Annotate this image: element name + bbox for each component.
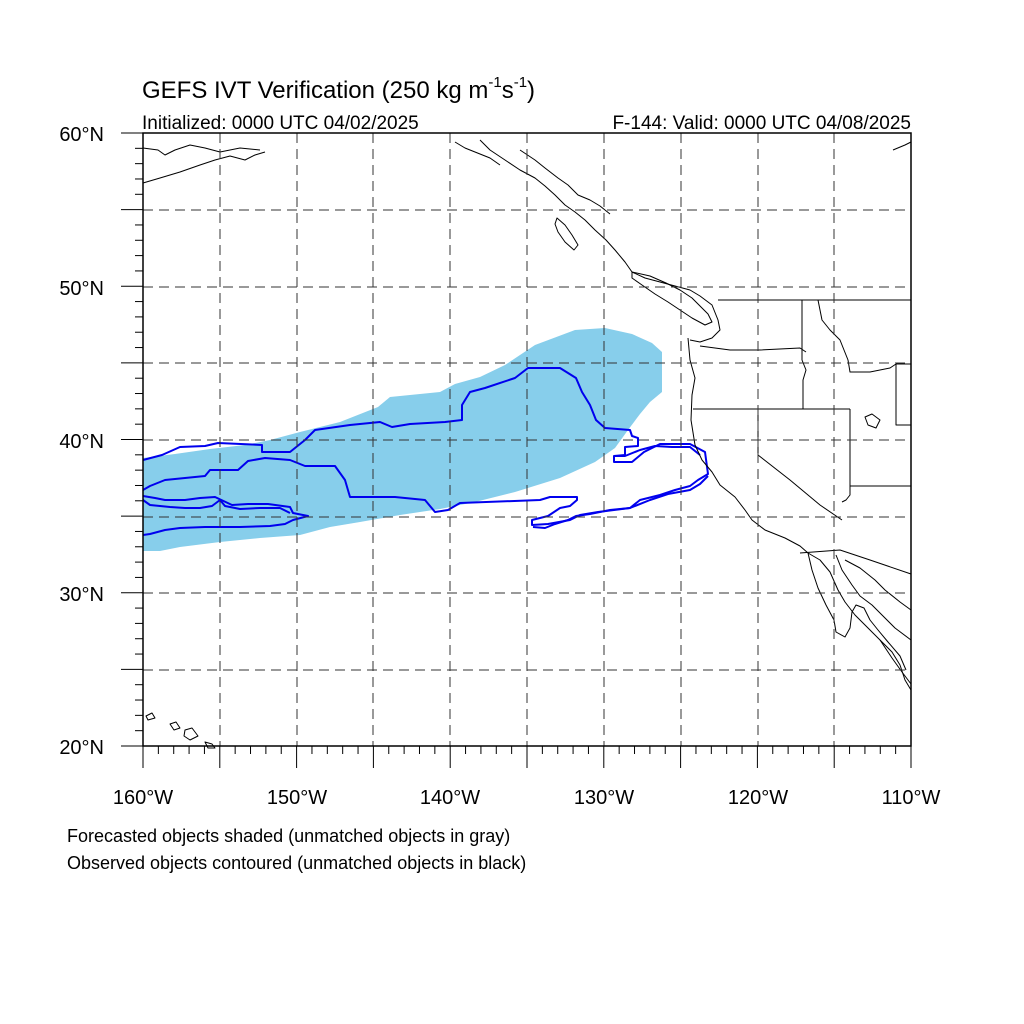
lat-label-50n: 50°N <box>59 278 104 300</box>
figure-title: GEFS IVT Verification (250 kg m-1s-1) <box>142 74 535 104</box>
lat-label-30n: 30°N <box>59 584 104 606</box>
great-salt-lake <box>864 413 881 429</box>
lon-label-120w: 120°W <box>728 787 788 809</box>
lat-label-60n: 60°N <box>59 124 104 146</box>
montana-idaho-border <box>817 299 897 373</box>
alaska-panhandle <box>454 141 501 166</box>
alaska-coast <box>142 151 266 184</box>
us-mexico-border <box>799 549 912 575</box>
lat-label-40n: 40°N <box>59 431 104 453</box>
vancouver-island <box>631 271 713 326</box>
footnote-observed: Observed objects contoured (unmatched ob… <box>67 853 526 873</box>
haida-gwaii <box>554 217 579 251</box>
west-coast-coastline <box>687 337 912 691</box>
baja-peninsula <box>807 552 907 671</box>
initialized-label: Initialized: 0000 UTC 04/02/2025 <box>142 113 419 134</box>
sonora-coast <box>844 559 912 611</box>
lon-label-130w: 130°W <box>574 787 634 809</box>
valid-time-label: F-144: Valid: 0000 UTC 04/08/2025 <box>612 113 911 134</box>
coastlines <box>142 139 912 749</box>
longitude-labels: 160°W 150°W 140°W 130°W 120°W 110°W <box>113 787 941 809</box>
lon-label-150w: 150°W <box>267 787 327 809</box>
lon-label-160w: 160°W <box>113 787 173 809</box>
observed-object-coastal-inner <box>614 445 701 457</box>
axis-ticks <box>121 132 912 768</box>
mexico-coast-south <box>879 639 912 685</box>
nevada-east-border <box>841 409 851 503</box>
observed-object-coastal <box>532 475 709 529</box>
latitude-labels: 60°N 50°N 40°N 30°N 20°N <box>59 124 104 759</box>
observed-object-southwest-inner <box>142 499 291 514</box>
lon-label-140w: 140°W <box>420 787 480 809</box>
nw-corner-coast <box>892 141 912 151</box>
lat-label-20n: 20°N <box>59 737 104 759</box>
northwest-coast <box>479 139 721 343</box>
footnote-forecast: Forecasted objects shaded (unmatched obj… <box>67 826 510 846</box>
alaska-coast-2 <box>142 144 261 156</box>
california-nevada-border <box>757 409 843 521</box>
northwest-coast-2 <box>519 149 611 215</box>
wyoming-border <box>895 363 911 426</box>
oregon-north-border <box>699 345 807 353</box>
observed-objects <box>142 367 709 536</box>
gulf-of-california <box>835 554 912 641</box>
observed-object-southwest <box>142 495 309 536</box>
observed-object-main <box>142 367 709 526</box>
map-grid <box>143 133 911 746</box>
lon-label-110w: 110°W <box>882 787 941 809</box>
hawaii-islands <box>145 712 216 749</box>
idaho-west-border <box>801 300 807 409</box>
